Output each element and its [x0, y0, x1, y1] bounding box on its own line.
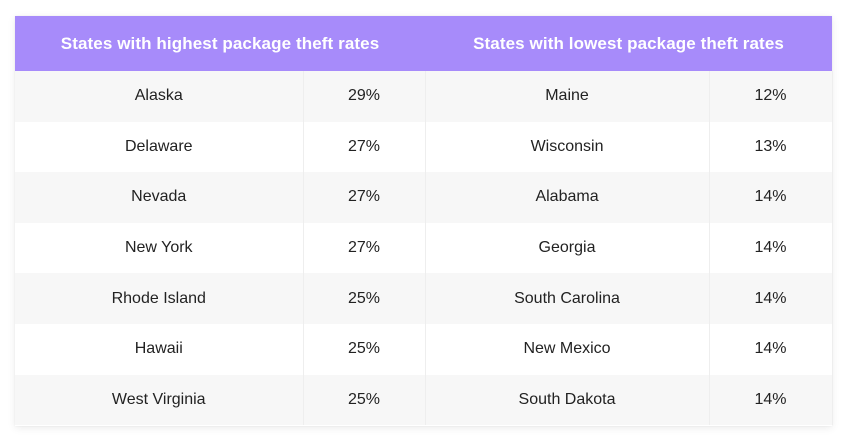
- theft-rates-table: States with highest package theft rates …: [15, 16, 833, 426]
- low-state-cell: Wisconsin: [425, 121, 710, 173]
- low-state-cell: South Carolina: [425, 273, 710, 324]
- low-state-cell: South Dakota: [425, 374, 710, 426]
- high-rate-cell: 27%: [303, 172, 426, 223]
- high-state-cell: Nevada: [15, 172, 304, 223]
- table-row: Hawaii 25% New Mexico 14%: [15, 323, 833, 375]
- table-row: West Virginia 25% South Dakota 14%: [15, 374, 833, 426]
- high-rate-cell: 25%: [303, 273, 426, 324]
- low-rate-cell: 13%: [709, 121, 833, 173]
- high-state-cell: Alaska: [15, 71, 304, 122]
- table-row: Nevada 27% Alabama 14%: [15, 172, 833, 223]
- high-state-cell: West Virginia: [15, 374, 304, 426]
- header-lowest: States with lowest package theft rates: [425, 16, 833, 71]
- low-rate-cell: 12%: [709, 71, 833, 122]
- header-highest: States with highest package theft rates: [15, 16, 426, 71]
- table-row: Delaware 27% Wisconsin 13%: [15, 121, 833, 173]
- high-state-cell: Hawaii: [15, 323, 304, 375]
- table-header-row: States with highest package theft rates …: [15, 16, 833, 71]
- high-rate-cell: 25%: [303, 323, 426, 375]
- high-state-cell: Rhode Island: [15, 273, 304, 324]
- theft-rates-table-card: States with highest package theft rates …: [15, 16, 833, 426]
- low-rate-cell: 14%: [709, 222, 833, 274]
- high-rate-cell: 25%: [303, 374, 426, 426]
- high-rate-cell: 27%: [303, 222, 426, 274]
- low-state-cell: Georgia: [425, 222, 710, 274]
- low-rate-cell: 14%: [709, 172, 833, 223]
- high-rate-cell: 29%: [303, 71, 426, 122]
- low-state-cell: Maine: [425, 71, 710, 122]
- table-row: New York 27% Georgia 14%: [15, 222, 833, 274]
- low-state-cell: New Mexico: [425, 323, 710, 375]
- low-rate-cell: 14%: [709, 323, 833, 375]
- high-rate-cell: 27%: [303, 121, 426, 173]
- low-state-cell: Alabama: [425, 172, 710, 223]
- table-row: Rhode Island 25% South Carolina 14%: [15, 273, 833, 324]
- table-row: Alaska 29% Maine 12%: [15, 71, 833, 122]
- high-state-cell: Delaware: [15, 121, 304, 173]
- high-state-cell: New York: [15, 222, 304, 274]
- low-rate-cell: 14%: [709, 273, 833, 324]
- low-rate-cell: 14%: [709, 374, 833, 426]
